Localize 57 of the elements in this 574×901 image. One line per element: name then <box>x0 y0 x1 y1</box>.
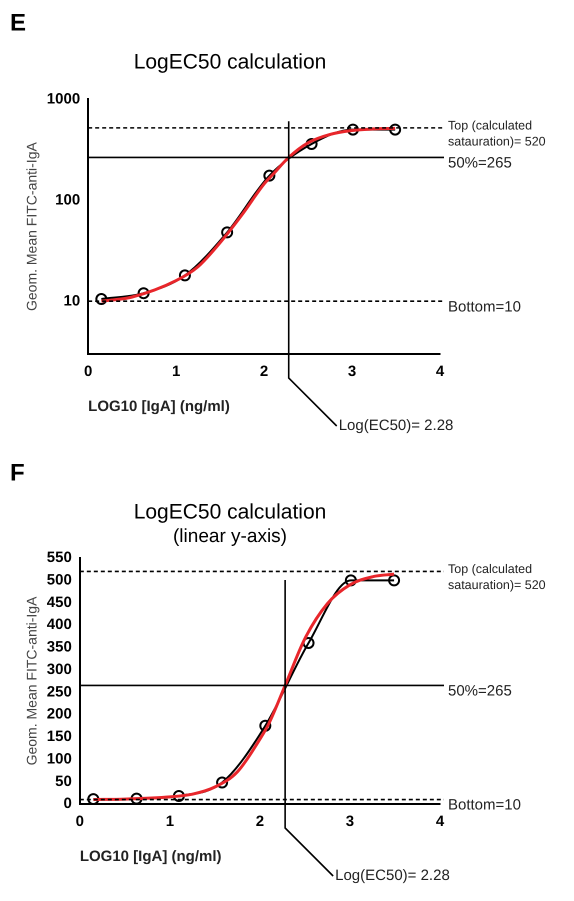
chart-title: LogEC50 calculation <box>134 50 326 74</box>
point <box>178 269 191 282</box>
x-axis-title: LOG10 [IgA] (ng/ml) <box>80 848 222 866</box>
point <box>216 776 228 789</box>
ref-line-label: Log(EC50)= 2.28 <box>338 417 454 434</box>
y-tick-label: 150 <box>46 728 72 746</box>
x-tick-label: 0 <box>84 363 92 380</box>
point <box>389 124 402 136</box>
point <box>344 574 357 586</box>
y-tick-label: 300 <box>46 660 72 678</box>
y-tick-label: 50 <box>55 772 72 790</box>
y-tick-label: 500 <box>46 572 72 589</box>
ref-line-label: Bottom=10 <box>448 298 521 316</box>
point <box>346 124 359 136</box>
point <box>259 720 272 732</box>
y-tick-label: 0 <box>63 795 72 812</box>
x-tick-label: 2 <box>256 813 264 830</box>
y-tick-label: 10 <box>63 292 80 310</box>
ref-line-label: Top (calculated satauration)= 520 <box>448 562 546 592</box>
y-axis-title: Geom. Mean FITC-anti-IgA <box>23 142 40 312</box>
text: F <box>10 460 25 487</box>
y-axis-title: Geom. Mean FITC-anti-IgA <box>23 596 40 766</box>
x-tick-label: 1 <box>166 813 174 830</box>
y-tick-label: 100 <box>46 750 72 768</box>
y-tick-label: 100 <box>55 191 80 208</box>
x-axis-title: LOG10 [IgA] (ng/ml) <box>88 398 230 416</box>
point <box>87 793 100 804</box>
ref-line-label: 50%=265 <box>448 154 512 172</box>
y-tick-label: 350 <box>46 638 72 656</box>
ref-line-label: Bottom=10 <box>448 796 521 814</box>
point <box>138 287 150 300</box>
x-tick-label: 4 <box>436 813 445 830</box>
x-tick-label: 1 <box>172 363 180 380</box>
y-tick-label: 200 <box>46 706 72 723</box>
point <box>95 293 108 306</box>
y-tick-label: 250 <box>46 683 72 700</box>
chart-title: LogEC50 calculation <box>134 500 326 524</box>
x-tick-label: 3 <box>348 363 356 380</box>
text: E <box>10 10 26 37</box>
point <box>306 138 318 150</box>
point <box>263 170 276 182</box>
y-tick-label: 450 <box>46 594 72 611</box>
x-tick-label: 2 <box>260 363 268 380</box>
point <box>221 226 234 238</box>
point <box>388 574 400 586</box>
y-tick-label: 1000 <box>46 90 80 108</box>
point <box>302 636 315 649</box>
x-tick-label: 4 <box>436 363 445 380</box>
y-tick-label: 400 <box>46 616 72 634</box>
ref-line-label: 50%=265 <box>448 682 512 700</box>
chart-subtitle: (linear y-axis) <box>172 526 288 547</box>
ref-line-label: Log(EC50)= 2.28 <box>335 867 450 884</box>
x-tick-label: 3 <box>346 813 354 830</box>
ref-line-label: Top (calculated satauration)= 520 <box>448 118 546 148</box>
y-tick-label: 550 <box>46 549 72 566</box>
point <box>172 790 185 802</box>
point <box>130 792 143 804</box>
